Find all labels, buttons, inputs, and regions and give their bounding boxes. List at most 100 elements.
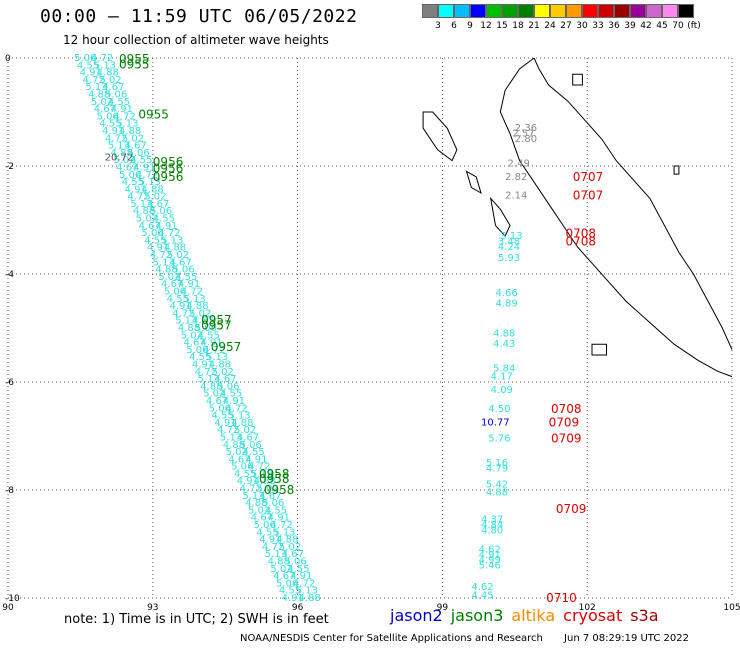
- swh-value: 4.67: [192, 316, 214, 327]
- legend-swatch: [566, 4, 582, 18]
- axis-ticks: 90 93 96 99 102 105 0 -2 -4 -6 -8 -10: [2, 54, 740, 613]
- swh-value: 5.13: [242, 491, 264, 502]
- swh-value: 4.72: [262, 542, 284, 553]
- swh-value: 5.13: [139, 177, 161, 188]
- legend-label: 27: [560, 21, 572, 31]
- legend-swatch: [438, 4, 454, 18]
- swh-value: 4.55: [212, 411, 234, 422]
- swh-value: 5.06: [276, 578, 298, 589]
- swh-value: 5.13: [206, 352, 228, 363]
- swh-value: 4.55: [144, 235, 166, 246]
- swh-value: 4.91: [245, 454, 267, 465]
- swh-value: 5.13: [153, 257, 175, 268]
- swh-value: 4.88: [133, 206, 155, 217]
- island-outline: [572, 73, 583, 86]
- swh-value: 4.91: [237, 476, 259, 487]
- swh-value: 5.06: [209, 403, 231, 414]
- swh-value: 5.46: [479, 561, 501, 572]
- time-label: 0708: [565, 227, 596, 241]
- swh-value: 4.67: [147, 199, 169, 210]
- swh-value: 5.06: [186, 345, 208, 356]
- swh-value: 5.06: [150, 206, 172, 217]
- swh-value: 4.17: [491, 372, 513, 383]
- swh-value: 5.06: [127, 148, 149, 159]
- time-label: 0708: [551, 402, 582, 416]
- time-label: 0955: [119, 57, 150, 71]
- swh-value: 4.84: [481, 520, 503, 531]
- swh-value: 5.13: [228, 411, 250, 422]
- swh-value: 5.02: [136, 214, 158, 225]
- swh-value: 4.67: [228, 454, 250, 465]
- swh-value: 4.88: [299, 593, 321, 604]
- swh-value: 4.55: [175, 272, 197, 283]
- footer-timestamp: Jun 7 08:29:19 UTC 2022: [564, 633, 689, 644]
- swh-value: 4.72: [203, 345, 225, 356]
- swh-value: 20.72: [105, 153, 134, 164]
- time-label: 0955: [138, 108, 169, 122]
- swh-value: 5.06: [105, 89, 127, 100]
- swh-value: 4.88: [111, 148, 133, 159]
- swh-value: 4.99: [479, 555, 501, 566]
- swh-value: 4.67: [116, 162, 138, 173]
- swh-value: 4.88: [254, 476, 276, 487]
- swh-value: 3.13: [500, 231, 522, 242]
- coastline-path: [533, 57, 733, 350]
- page-title: 00:00 – 11:59 UTC 06/05/2022: [40, 6, 358, 27]
- swh-value: 5.06: [141, 228, 163, 239]
- swh-value: 5.02: [122, 133, 144, 144]
- legend-swatch: [502, 4, 518, 18]
- island-outline: [673, 165, 680, 175]
- swh-value: 4.67: [183, 338, 205, 349]
- swh-value: 5.02: [248, 505, 270, 516]
- swh-value: 4.67: [102, 82, 124, 93]
- swh-value: 4.88: [493, 328, 515, 339]
- legend-label: 3: [435, 21, 441, 31]
- swh-value: 4.88: [223, 440, 245, 451]
- swh-value: 5.02: [91, 97, 113, 108]
- time-label: 0956: [153, 155, 184, 169]
- swh-value: 4.91: [111, 104, 133, 115]
- x-tick-label: 102: [579, 603, 596, 613]
- swh-value: 4.91: [282, 593, 304, 604]
- swh-value: 4.91: [200, 338, 222, 349]
- swh-value: 5.02: [226, 447, 248, 458]
- time-label: 0709: [556, 502, 587, 516]
- color-legend: 3 6 9 12 15 18 21 24 27 30 33 36 39 42 45 70 (ft): [422, 4, 740, 31]
- swh-value: 4.67: [170, 257, 192, 268]
- time-label: 0956: [153, 170, 184, 184]
- swh-value: 4.91: [169, 301, 191, 312]
- x-tick-label: 105: [723, 603, 740, 613]
- legend-label: 6: [451, 21, 457, 31]
- swh-value: 4.91: [80, 68, 102, 79]
- legend-labels: 3 6 9 12 15 18 21 24 27 30 33 36 39 42 45 70 (ft): [422, 18, 740, 31]
- swh-value: 4.88: [486, 488, 508, 499]
- swh-value: 5.02: [181, 330, 203, 341]
- swh-value: 5.06: [262, 498, 284, 509]
- swh-value: 5.06: [285, 557, 307, 568]
- swh-value: 4.09: [491, 385, 513, 396]
- swh-value: 5.02: [113, 155, 135, 166]
- swh-value: 5.06: [172, 265, 194, 276]
- swh-value: 4.66: [495, 288, 517, 299]
- page-subtitle: 12 hour collection of altimeter wave hei…: [63, 33, 329, 47]
- legend-swatch: [454, 4, 470, 18]
- swh-value: 4.88: [119, 126, 141, 137]
- footer: NOAA/NESDIS Center for Satellite Applica…: [240, 633, 707, 644]
- swh-value: 4.72: [195, 367, 217, 378]
- swh-value: 4.55: [220, 389, 242, 400]
- time-label: 0957: [201, 313, 232, 327]
- swh-value: 4.67: [251, 513, 273, 524]
- swh-value: 4.45: [471, 590, 493, 601]
- swh-value: 4.55: [279, 586, 301, 597]
- legend-swatches: [422, 4, 740, 18]
- swh-value: 4.88: [209, 359, 231, 370]
- swh-value: 5.13: [175, 316, 197, 327]
- swh-value: 2.36: [515, 123, 537, 134]
- x-tick-label: 93: [147, 603, 158, 613]
- swh-value: 4.88: [245, 498, 267, 509]
- legend-label: 70: [672, 21, 684, 31]
- swh-value: 5.06: [240, 440, 262, 451]
- swh-value: 4.91: [155, 221, 177, 232]
- swh-value: 4.80: [481, 526, 503, 537]
- swh-value: 4.67: [139, 221, 161, 232]
